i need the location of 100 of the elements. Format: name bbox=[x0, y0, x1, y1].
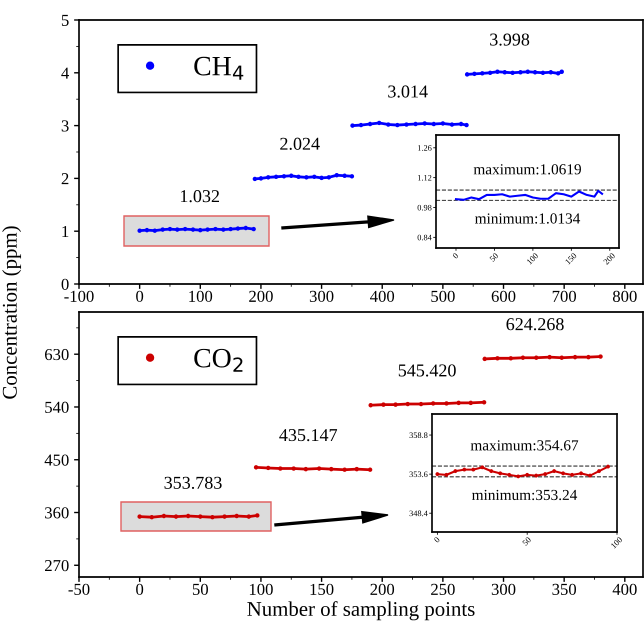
point bbox=[598, 354, 603, 359]
x-tick-label: 200 bbox=[370, 584, 394, 595]
point bbox=[291, 466, 296, 471]
point bbox=[464, 122, 469, 128]
ref-line-label: minimum:353.24 bbox=[472, 490, 578, 500]
point bbox=[450, 122, 454, 127]
point bbox=[334, 173, 339, 178]
ref-line-label: maximum:1.0619 bbox=[474, 164, 581, 174]
x-tick-label: -100 bbox=[64, 290, 94, 302]
x-tick-label: 50 bbox=[522, 536, 532, 546]
point bbox=[162, 514, 166, 518]
point bbox=[174, 514, 178, 519]
point bbox=[547, 354, 552, 360]
legend-label: CH$_{4}$ bbox=[194, 56, 244, 80]
y-tick-label: 0.84 bbox=[418, 234, 432, 240]
point bbox=[175, 227, 180, 232]
point bbox=[246, 514, 252, 519]
x-tick-label: 300 bbox=[492, 584, 516, 595]
x-tick-label: 350 bbox=[552, 584, 576, 595]
point bbox=[404, 122, 409, 127]
x-tick-label: 0 bbox=[452, 252, 459, 260]
point bbox=[422, 121, 427, 126]
point bbox=[266, 466, 270, 470]
point bbox=[252, 176, 258, 182]
point bbox=[255, 513, 260, 518]
x-tick-label: 700 bbox=[552, 290, 576, 302]
point bbox=[560, 70, 564, 74]
point bbox=[144, 228, 150, 232]
point bbox=[502, 70, 507, 74]
annotation: 545.420 bbox=[398, 364, 456, 377]
legend-label: CO$_{2}$ bbox=[194, 348, 242, 372]
point bbox=[435, 472, 440, 476]
y-tick-label: 0 bbox=[62, 278, 69, 290]
point bbox=[432, 122, 436, 126]
point bbox=[358, 122, 364, 128]
point bbox=[507, 472, 512, 477]
point bbox=[150, 514, 154, 520]
x-tick-label: 600 bbox=[492, 290, 516, 302]
point bbox=[222, 514, 227, 519]
x-axis-title: Number of sampling points bbox=[247, 601, 475, 620]
point bbox=[456, 400, 461, 406]
x-tick-label: 0 bbox=[136, 584, 144, 595]
x-tick-label: 150 bbox=[310, 584, 334, 595]
x-tick-label: 50 bbox=[489, 252, 499, 262]
point bbox=[376, 120, 382, 126]
point bbox=[418, 402, 424, 406]
point bbox=[368, 467, 372, 472]
point bbox=[228, 226, 233, 232]
point bbox=[440, 121, 446, 126]
y-tick-label: 0.98 bbox=[418, 204, 432, 210]
x-tick-label: 400 bbox=[370, 290, 394, 302]
x-tick-label: 150 bbox=[564, 252, 577, 265]
point bbox=[560, 356, 564, 360]
x-tick-label: 0 bbox=[136, 290, 144, 302]
x-tick-label: 100 bbox=[250, 584, 273, 595]
x-tick-label: 100 bbox=[526, 252, 539, 265]
y-tick-label: 4 bbox=[61, 68, 70, 79]
point bbox=[381, 402, 386, 407]
annotation: 353.783 bbox=[164, 476, 222, 489]
point bbox=[152, 228, 158, 233]
point bbox=[137, 514, 142, 519]
y-tick-label: 5 bbox=[62, 14, 69, 26]
point bbox=[462, 468, 466, 472]
point bbox=[444, 401, 449, 406]
point bbox=[495, 70, 500, 74]
x-tick-label: 0 bbox=[434, 536, 440, 544]
point bbox=[282, 174, 286, 179]
y-tick-label: 540 bbox=[45, 402, 69, 413]
point bbox=[312, 174, 317, 180]
y-tick-label: 2 bbox=[62, 173, 68, 184]
annotation: 435.147 bbox=[279, 429, 338, 442]
point bbox=[489, 469, 494, 474]
point bbox=[213, 226, 218, 232]
y-tick-label: 3 bbox=[62, 120, 69, 132]
ref-line-label: maximum:354.67 bbox=[470, 440, 578, 451]
point bbox=[289, 174, 294, 178]
point bbox=[482, 400, 486, 405]
point bbox=[561, 471, 566, 476]
line-series bbox=[454, 190, 604, 201]
y-axis-title: Concentration (ppm) bbox=[2, 226, 22, 399]
point bbox=[413, 122, 418, 126]
point bbox=[186, 514, 190, 518]
annotation: 3.998 bbox=[490, 33, 530, 46]
point bbox=[168, 226, 172, 232]
x-tick-label: -50 bbox=[68, 584, 90, 595]
point bbox=[205, 227, 210, 232]
point bbox=[342, 467, 347, 472]
point bbox=[236, 226, 240, 231]
point bbox=[234, 514, 239, 518]
point bbox=[244, 226, 248, 230]
y-tick-label: 1.12 bbox=[418, 175, 432, 181]
point bbox=[540, 70, 546, 76]
y-tick-label: 353.6 bbox=[409, 472, 428, 478]
point bbox=[304, 175, 309, 180]
point bbox=[480, 71, 485, 76]
point bbox=[518, 70, 523, 74]
point bbox=[482, 356, 487, 362]
x-tick-label: 300 bbox=[310, 290, 334, 302]
point bbox=[251, 226, 256, 232]
point bbox=[579, 471, 584, 476]
